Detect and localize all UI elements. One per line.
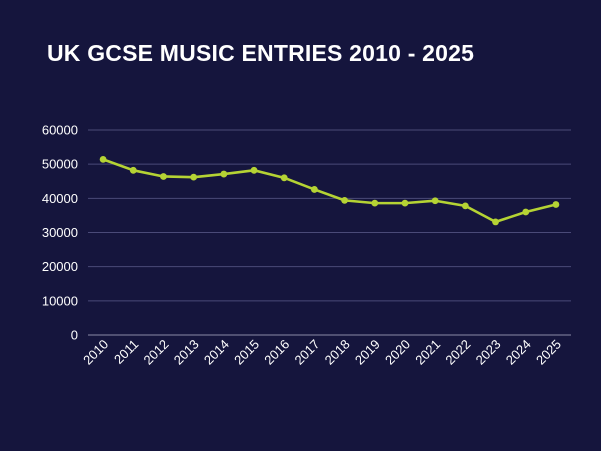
x-tick-label: 2017 <box>291 337 322 368</box>
x-tick-label: 2015 <box>231 337 262 368</box>
data-point <box>160 173 167 180</box>
y-tick-label: 0 <box>71 328 78 343</box>
data-point <box>341 196 348 204</box>
x-tick-label: 2023 <box>473 337 504 368</box>
data-point <box>190 173 198 181</box>
x-tick-label: 2022 <box>442 337 473 368</box>
data-point <box>311 186 318 193</box>
data-point <box>401 199 409 207</box>
y-tick-label: 30000 <box>42 225 78 240</box>
data-point <box>431 197 439 205</box>
data-point <box>522 208 530 216</box>
x-tick-label: 2025 <box>533 337 564 368</box>
series <box>99 155 560 226</box>
y-tick-label: 20000 <box>42 259 78 274</box>
data-point <box>280 174 288 182</box>
chart-title: UK GCSE MUSIC ENTRIES 2010 - 2025 <box>47 40 475 66</box>
gridlines <box>88 129 571 302</box>
x-tick-label: 2020 <box>382 337 413 368</box>
data-point <box>461 202 469 210</box>
y-tick-label: 10000 <box>42 293 78 308</box>
y-tick-label: 60000 <box>42 123 78 138</box>
x-tick-label: 2016 <box>261 337 292 368</box>
data-point <box>220 170 228 178</box>
x-tick-label: 2024 <box>503 337 534 368</box>
data-point <box>250 166 258 174</box>
series-line <box>101 158 558 224</box>
y-tick-label: 40000 <box>42 191 78 206</box>
data-point <box>371 199 379 207</box>
data-point <box>552 201 560 208</box>
y-tick-label: 50000 <box>42 157 78 172</box>
x-tick-label: 2021 <box>412 337 443 368</box>
data-point <box>129 166 137 174</box>
x-tick-label: 2013 <box>171 337 202 368</box>
x-tick-label: 2014 <box>201 337 232 368</box>
x-tick-label: 2012 <box>141 337 172 368</box>
x-tick-label: 2010 <box>80 337 111 368</box>
data-point <box>492 218 499 226</box>
x-tick-label: 2011 <box>111 337 141 367</box>
x-tick-label: 2018 <box>322 337 353 368</box>
data-point <box>99 155 107 163</box>
x-tick-label: 2019 <box>352 337 383 368</box>
